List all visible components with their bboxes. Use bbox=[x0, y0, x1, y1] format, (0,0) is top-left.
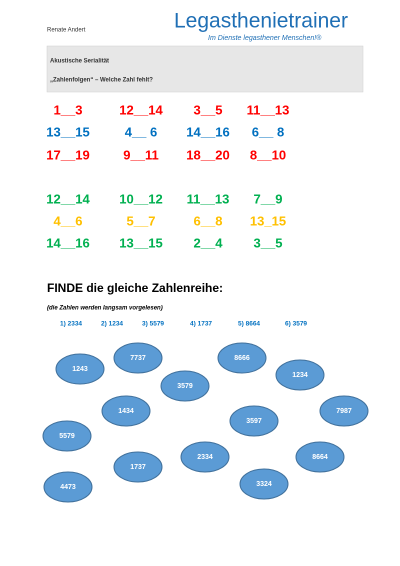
number-pair: 14__16 bbox=[186, 124, 229, 139]
number-pair: 3__5 bbox=[194, 102, 223, 117]
number-pair: 12__14 bbox=[46, 191, 90, 206]
number-pair: 9__11 bbox=[123, 147, 158, 162]
bubble-label: 1243 bbox=[72, 366, 88, 373]
list-item: 5) 8664 bbox=[238, 321, 260, 328]
number-pair: 4__6 bbox=[54, 213, 83, 228]
bubble-label: 7737 bbox=[130, 355, 146, 362]
box-title: Akustische Serialität bbox=[50, 59, 109, 65]
bubble bbox=[180, 441, 230, 473]
number-pair: 6__ 8 bbox=[252, 124, 285, 139]
number-pair: 13__15 bbox=[119, 235, 162, 250]
number-pair: 7__9 bbox=[254, 191, 283, 206]
number-pair: 18__20 bbox=[186, 147, 229, 162]
number-pair: 12__14 bbox=[119, 102, 163, 117]
bubble-label: 3324 bbox=[256, 481, 272, 488]
bubble bbox=[229, 405, 279, 437]
bubble-label: 8664 bbox=[312, 454, 328, 461]
logo: Legasthenietrainer bbox=[174, 10, 348, 33]
number-pair: 11__13 bbox=[187, 191, 230, 206]
number-pair: 8__10 bbox=[250, 147, 286, 162]
number-pair: 6__8 bbox=[194, 213, 223, 228]
bubble-label: 1737 bbox=[130, 464, 146, 471]
bubble bbox=[113, 451, 163, 483]
bubble bbox=[275, 359, 325, 391]
list-item: 4) 1737 bbox=[190, 321, 212, 328]
list-item: 3) 5579 bbox=[142, 321, 164, 328]
number-pair: 4__ 6 bbox=[125, 124, 158, 139]
task-note: (die Zahlen werden langsam vorgelesen) bbox=[47, 306, 163, 312]
bubble-label: 1234 bbox=[292, 372, 308, 379]
bubble bbox=[319, 395, 369, 427]
author: Renate Andert bbox=[47, 28, 86, 34]
bubble bbox=[101, 395, 151, 427]
bubble-label: 4473 bbox=[60, 484, 76, 491]
bubble-label: 8666 bbox=[234, 355, 250, 362]
bubble bbox=[295, 441, 345, 473]
bubble-label: 5579 bbox=[59, 433, 75, 440]
bubble-label: 3579 bbox=[177, 383, 193, 390]
number-pair: 14__16 bbox=[46, 235, 89, 250]
bubble-label: 7987 bbox=[336, 408, 352, 415]
bubble bbox=[113, 342, 163, 374]
list-item: 1) 2334 bbox=[60, 321, 82, 328]
number-pair: 1__3 bbox=[54, 102, 83, 117]
tagline: Im Dienste legasthener Menschen!® bbox=[208, 34, 322, 42]
bubble bbox=[43, 471, 93, 503]
bubble bbox=[239, 468, 289, 500]
bubble-label: 1434 bbox=[118, 408, 134, 415]
number-pair: 13__15 bbox=[46, 124, 89, 139]
number-pair: 17__19 bbox=[46, 147, 89, 162]
number-pair: 13_15 bbox=[250, 213, 286, 228]
number-pair: 3__5 bbox=[254, 235, 283, 250]
bubble bbox=[55, 353, 105, 385]
list-item: 2) 1234 bbox=[101, 321, 123, 328]
bubble-label: 2334 bbox=[197, 454, 213, 461]
bubble bbox=[160, 370, 210, 402]
bubble-label: 3597 bbox=[246, 418, 262, 425]
task-heading: FINDE die gleiche Zahlenreihe: bbox=[47, 281, 223, 295]
bubble bbox=[42, 420, 92, 452]
number-pair: 5__7 bbox=[127, 213, 156, 228]
bubble bbox=[217, 342, 267, 374]
number-pair: 2__4 bbox=[194, 235, 224, 250]
header-box bbox=[46, 45, 364, 93]
number-pair: 11__13 bbox=[247, 102, 290, 117]
number-pair: 10__12 bbox=[119, 191, 162, 206]
list-item: 6) 3579 bbox=[285, 321, 307, 328]
box-subtitle: „Zahlenfolgen“ – Welche Zahl fehlt? bbox=[50, 78, 153, 84]
